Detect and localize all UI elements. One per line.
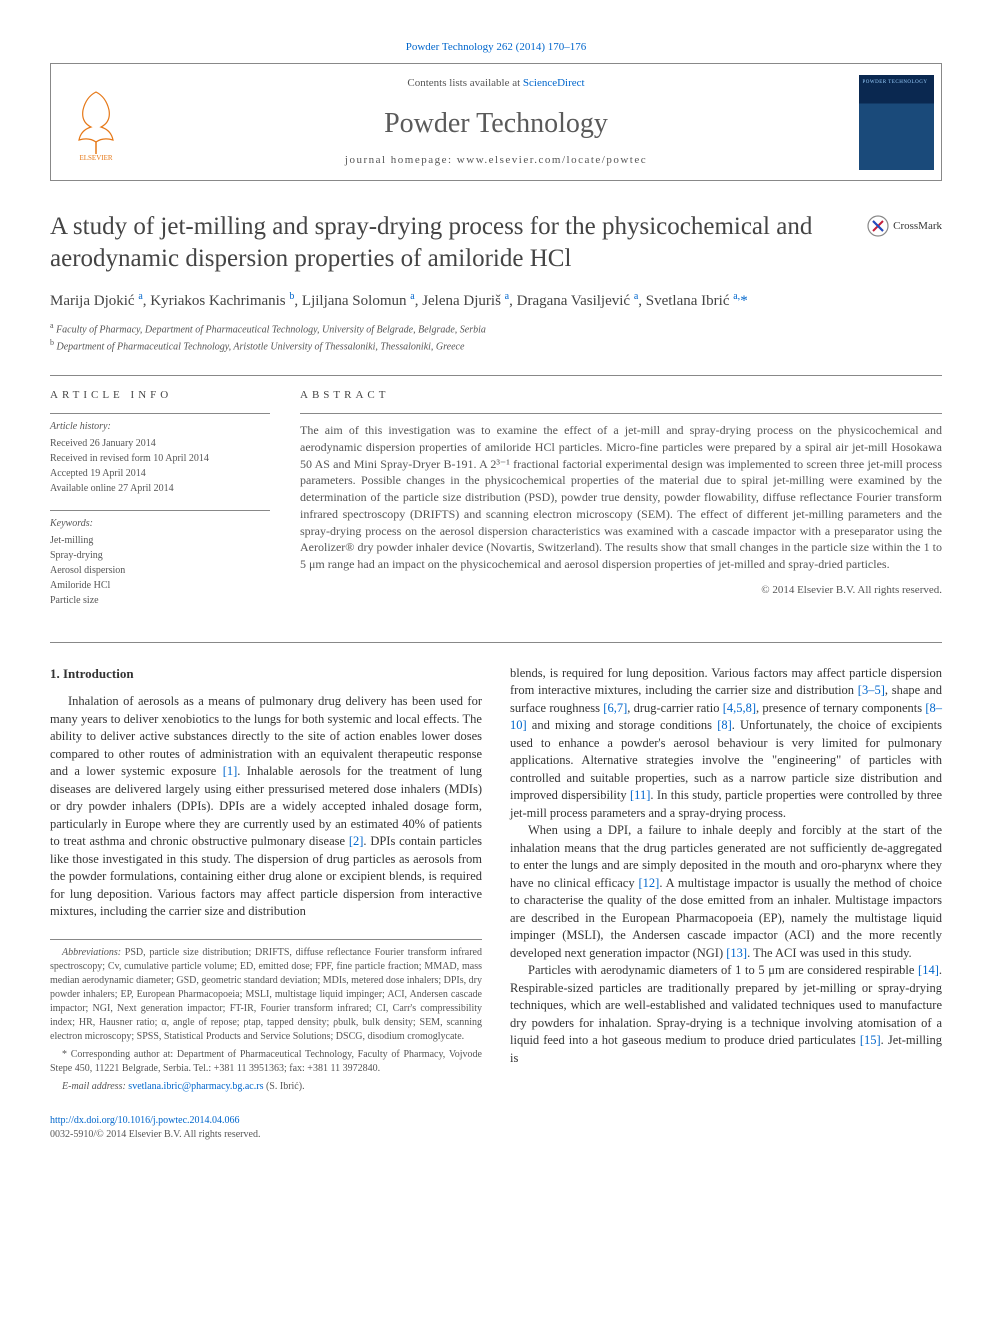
citation-link[interactable]: [2] xyxy=(349,834,364,848)
publisher-logo-box: ELSEVIER xyxy=(51,64,141,180)
crossmark-icon xyxy=(867,215,889,237)
masthead: ELSEVIER Contents lists available at Sci… xyxy=(50,63,942,181)
journal-cover-box xyxy=(851,64,941,180)
footnotes-block: Abbreviations: PSD, particle size distri… xyxy=(50,939,482,1094)
affiliation-line: b Department of Pharmaceutical Technolog… xyxy=(50,337,942,354)
contents-prefix: Contents lists available at xyxy=(407,77,522,89)
elsevier-tree-logo: ELSEVIER xyxy=(61,82,131,162)
issn-copyright: 0032-5910/© 2014 Elsevier B.V. All right… xyxy=(50,1129,260,1140)
email-footnote: E-mail address: svetlana.ibric@pharmacy.… xyxy=(50,1080,482,1094)
contents-lists-line: Contents lists available at ScienceDirec… xyxy=(407,76,584,91)
history-line: Received in revised form 10 April 2014 xyxy=(50,451,270,466)
history-line: Accepted 19 April 2014 xyxy=(50,466,270,481)
doi-link[interactable]: http://dx.doi.org/10.1016/j.powtec.2014.… xyxy=(50,1115,240,1126)
article-info-block: article info Article history: Received 2… xyxy=(50,388,270,622)
body-columns: 1. Introduction Inhalation of aerosols a… xyxy=(50,665,942,1094)
keyword: Spray-drying xyxy=(50,548,270,563)
abstract-text: The aim of this investigation was to exa… xyxy=(300,413,942,573)
crossmark-badge[interactable]: CrossMark xyxy=(867,215,942,237)
corresponding-author-footnote: * Corresponding author at: Department of… xyxy=(50,1048,482,1076)
body-paragraph: Inhalation of aerosols as a means of pul… xyxy=(50,693,482,921)
citation-link[interactable]: [8] xyxy=(717,718,732,732)
article-title: A study of jet-milling and spray-drying … xyxy=(50,211,847,274)
keyword: Particle size xyxy=(50,593,270,608)
journal-homepage[interactable]: journal homepage: www.elsevier.com/locat… xyxy=(345,153,647,168)
abbreviations-footnote: Abbreviations: PSD, particle size distri… xyxy=(50,946,482,1044)
history-line: Received 26 January 2014 xyxy=(50,436,270,451)
divider xyxy=(50,375,942,376)
corresponding-email-link[interactable]: svetlana.ibric@pharmacy.bg.ac.rs xyxy=(128,1081,263,1092)
svg-text:ELSEVIER: ELSEVIER xyxy=(79,154,112,162)
citation-link[interactable]: [6,7] xyxy=(603,701,627,715)
top-citation[interactable]: Powder Technology 262 (2014) 170–176 xyxy=(50,40,942,55)
keyword: Jet-milling xyxy=(50,533,270,548)
citation-link[interactable]: [14] xyxy=(918,963,939,977)
section-heading-intro: 1. Introduction xyxy=(50,665,482,683)
citation-link[interactable]: [1] xyxy=(223,764,238,778)
keyword: Aerosol dispersion xyxy=(50,563,270,578)
page-footer: http://dx.doi.org/10.1016/j.powtec.2014.… xyxy=(50,1114,942,1142)
keyword: Amiloride HCl xyxy=(50,578,270,593)
citation-link[interactable]: [12] xyxy=(639,876,660,890)
article-history-label: Article history: xyxy=(50,420,270,434)
citation-link[interactable]: [3–5] xyxy=(858,683,885,697)
keywords-label: Keywords: xyxy=(50,517,270,531)
abstract-block: abstract The aim of this investigation w… xyxy=(300,388,942,622)
affiliations: a Faculty of Pharmacy, Department of Pha… xyxy=(50,320,942,355)
abstract-copyright: © 2014 Elsevier B.V. All rights reserved… xyxy=(300,583,942,598)
citation-link[interactable]: [4,5,8] xyxy=(723,701,756,715)
history-line: Available online 27 April 2014 xyxy=(50,481,270,496)
journal-name: Powder Technology xyxy=(384,104,608,143)
article-info-heading: article info xyxy=(50,388,270,403)
sciencedirect-link[interactable]: ScienceDirect xyxy=(523,77,585,89)
body-paragraph: blends, is required for lung deposition.… xyxy=(510,665,942,823)
journal-cover-thumbnail xyxy=(859,75,934,170)
abstract-heading: abstract xyxy=(300,388,942,403)
body-paragraph: When using a DPI, a failure to inhale de… xyxy=(510,822,942,962)
crossmark-label: CrossMark xyxy=(893,219,942,234)
body-paragraph: Particles with aerodynamic diameters of … xyxy=(510,962,942,1067)
authors-line: Marija Djokić a, Kyriakos Kachrimanis b,… xyxy=(50,290,942,312)
citation-link[interactable]: [15] xyxy=(860,1033,881,1047)
citation-link[interactable]: [13] xyxy=(726,946,747,960)
citation-link[interactable]: [11] xyxy=(630,788,650,802)
divider xyxy=(50,642,942,643)
affiliation-line: a Faculty of Pharmacy, Department of Pha… xyxy=(50,320,942,337)
